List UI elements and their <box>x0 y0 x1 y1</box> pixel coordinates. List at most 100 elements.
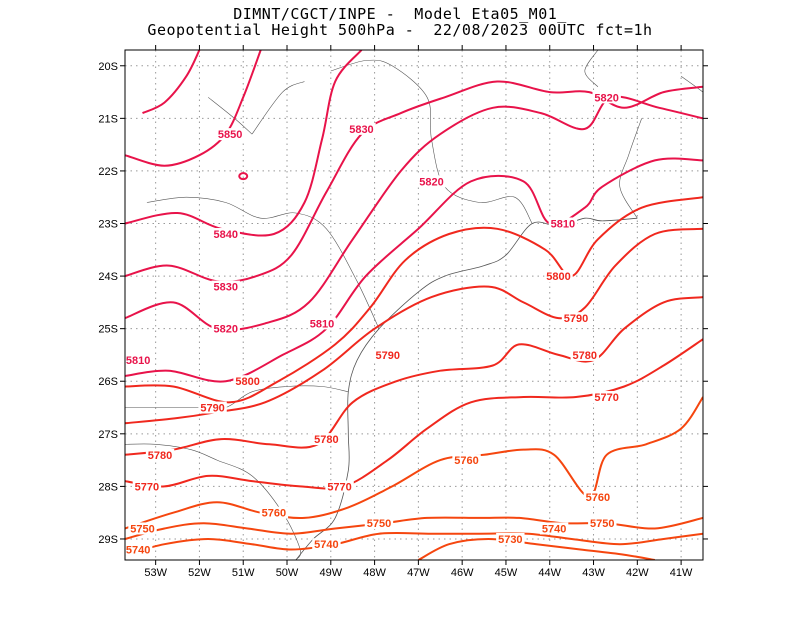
y-axis-ticks: 20S 21S 22S 23S 24S 25S 26S 27S 28S 29S <box>98 61 708 546</box>
y-tick-label: 20S <box>98 61 118 73</box>
contour-label: 5810 <box>551 219 575 231</box>
contour-label-bg <box>312 538 341 551</box>
x-tick-label: 42W <box>626 567 649 579</box>
contour-label-bg <box>312 433 341 446</box>
y-tick-label: 27S <box>98 429 118 441</box>
contour-label-bg <box>123 354 153 367</box>
contour-label: 5810 <box>310 318 334 330</box>
plot-frame <box>124 49 704 561</box>
contour-label-bg <box>496 532 525 545</box>
contour-line-5730 <box>417 538 655 560</box>
contour-line-5740 <box>125 531 703 556</box>
contour-label-bg <box>347 122 376 135</box>
contour-label: 5820 <box>419 176 443 188</box>
contour-line-5780 <box>125 296 703 456</box>
contour-label-bg <box>145 448 175 461</box>
contour-label: 5830 <box>349 124 373 136</box>
contour-label-bg <box>548 217 578 230</box>
x-tick-label: 50W <box>276 567 299 579</box>
x-tick-label: 48W <box>363 567 386 579</box>
contour-label-bg <box>215 128 245 141</box>
contour-cell-5850 <box>238 172 249 181</box>
contour-label-bg <box>259 506 289 519</box>
contour-label-bg <box>417 175 446 188</box>
contour-label: 5770 <box>135 481 159 493</box>
contour-label: 5790 <box>200 403 224 415</box>
contour-label-bg <box>307 317 337 330</box>
contour-label-bg <box>570 348 599 361</box>
contour-label: 5760 <box>262 508 286 520</box>
contour-label-bg <box>561 312 591 325</box>
contour-label: 5800 <box>235 376 259 388</box>
y-tick-label: 26S <box>98 376 118 388</box>
contour-line-5800 <box>125 196 703 404</box>
chart-title-block: DIMNT/CGCT/INPE - Model Eta05_M01_ Geopo… <box>0 6 800 38</box>
contour-label-bg <box>544 270 573 283</box>
chart-title: DIMNT/CGCT/INPE - Model Eta05_M01_ <box>233 5 567 23</box>
contour-line-5850 <box>142 50 201 115</box>
x-tick-label: 45W <box>495 567 518 579</box>
x-tick-label: 46W <box>451 567 474 579</box>
contour-label: 5780 <box>148 450 172 462</box>
contour-label: 5770 <box>594 392 618 404</box>
contour-label: 5810 <box>126 355 150 367</box>
contour-label: 5750 <box>590 518 614 530</box>
contour-line-5760 <box>125 396 703 530</box>
y-tick-label: 29S <box>98 534 118 546</box>
contour-label-bg <box>198 401 227 414</box>
contour-label-bg <box>588 517 617 530</box>
contour-label: 5820 <box>213 324 237 336</box>
contour-label-bg <box>364 517 394 530</box>
contour-label: 5770 <box>327 481 351 493</box>
contour-label: 5730 <box>498 534 522 546</box>
contour-label: 5740 <box>126 544 150 556</box>
x-tick-label: 47W <box>407 567 430 579</box>
x-tick-label: 49W <box>319 567 342 579</box>
grid-lines <box>125 50 703 560</box>
y-tick-label: 22S <box>98 166 118 178</box>
chart-subtitle: Geopotential Height 500hPa - 22/08/2023 … <box>147 21 653 39</box>
x-tick-label: 53W <box>144 567 167 579</box>
state-border <box>680 76 703 93</box>
contour-label: 5780 <box>314 434 338 446</box>
contour-labels: 5850 5840 5830 5820 5810 5800 5790 5780 5770 5760… <box>123 91 621 556</box>
x-tick-label: 41W <box>670 567 693 579</box>
x-axis-ticks: 53W 52W 51W 50W 49W 48W 47W 46W 45W 44W 43W 42W 41W <box>144 45 693 579</box>
contour-line-5810 <box>125 157 703 383</box>
state-border <box>125 443 301 560</box>
contour-line-5770 <box>125 338 703 490</box>
contour-label-bg <box>233 375 262 388</box>
state-border <box>584 50 599 88</box>
contour-label: 5780 <box>573 350 597 362</box>
contour-label: 5750 <box>130 523 154 535</box>
contour-label: 5850 <box>218 129 242 141</box>
y-tick-label: 24S <box>98 271 118 283</box>
contour-label-bg <box>539 522 569 535</box>
state-border <box>251 81 305 135</box>
contour-label-bg <box>211 228 240 241</box>
contour-label: 5740 <box>314 539 338 551</box>
contour-line-5840 <box>125 50 363 237</box>
state-border <box>330 59 533 224</box>
x-tick-label: 51W <box>232 567 255 579</box>
contour-label: 5840 <box>213 229 237 241</box>
y-tick-label: 28S <box>98 481 118 493</box>
contour-label-bg <box>592 91 621 104</box>
x-tick-label: 44W <box>538 567 561 579</box>
contour-line-5850 <box>125 50 262 167</box>
y-tick-label: 23S <box>98 219 118 231</box>
contour-label: 5790 <box>564 313 588 325</box>
contour-label: 5790 <box>375 350 399 362</box>
contour-label-bg <box>373 348 402 361</box>
contour-label: 5760 <box>454 455 478 467</box>
contour-lines <box>125 50 703 560</box>
state-border <box>619 118 642 219</box>
contour-label-bg <box>325 480 354 493</box>
contour-label: 5830 <box>213 282 237 294</box>
contour-label-bg <box>128 522 157 535</box>
x-tick-label: 52W <box>188 567 211 579</box>
contour-label-bg <box>211 322 240 335</box>
contour-label-bg <box>452 454 481 467</box>
contour-label-bg <box>592 391 621 404</box>
contour-label-bg <box>583 490 613 503</box>
